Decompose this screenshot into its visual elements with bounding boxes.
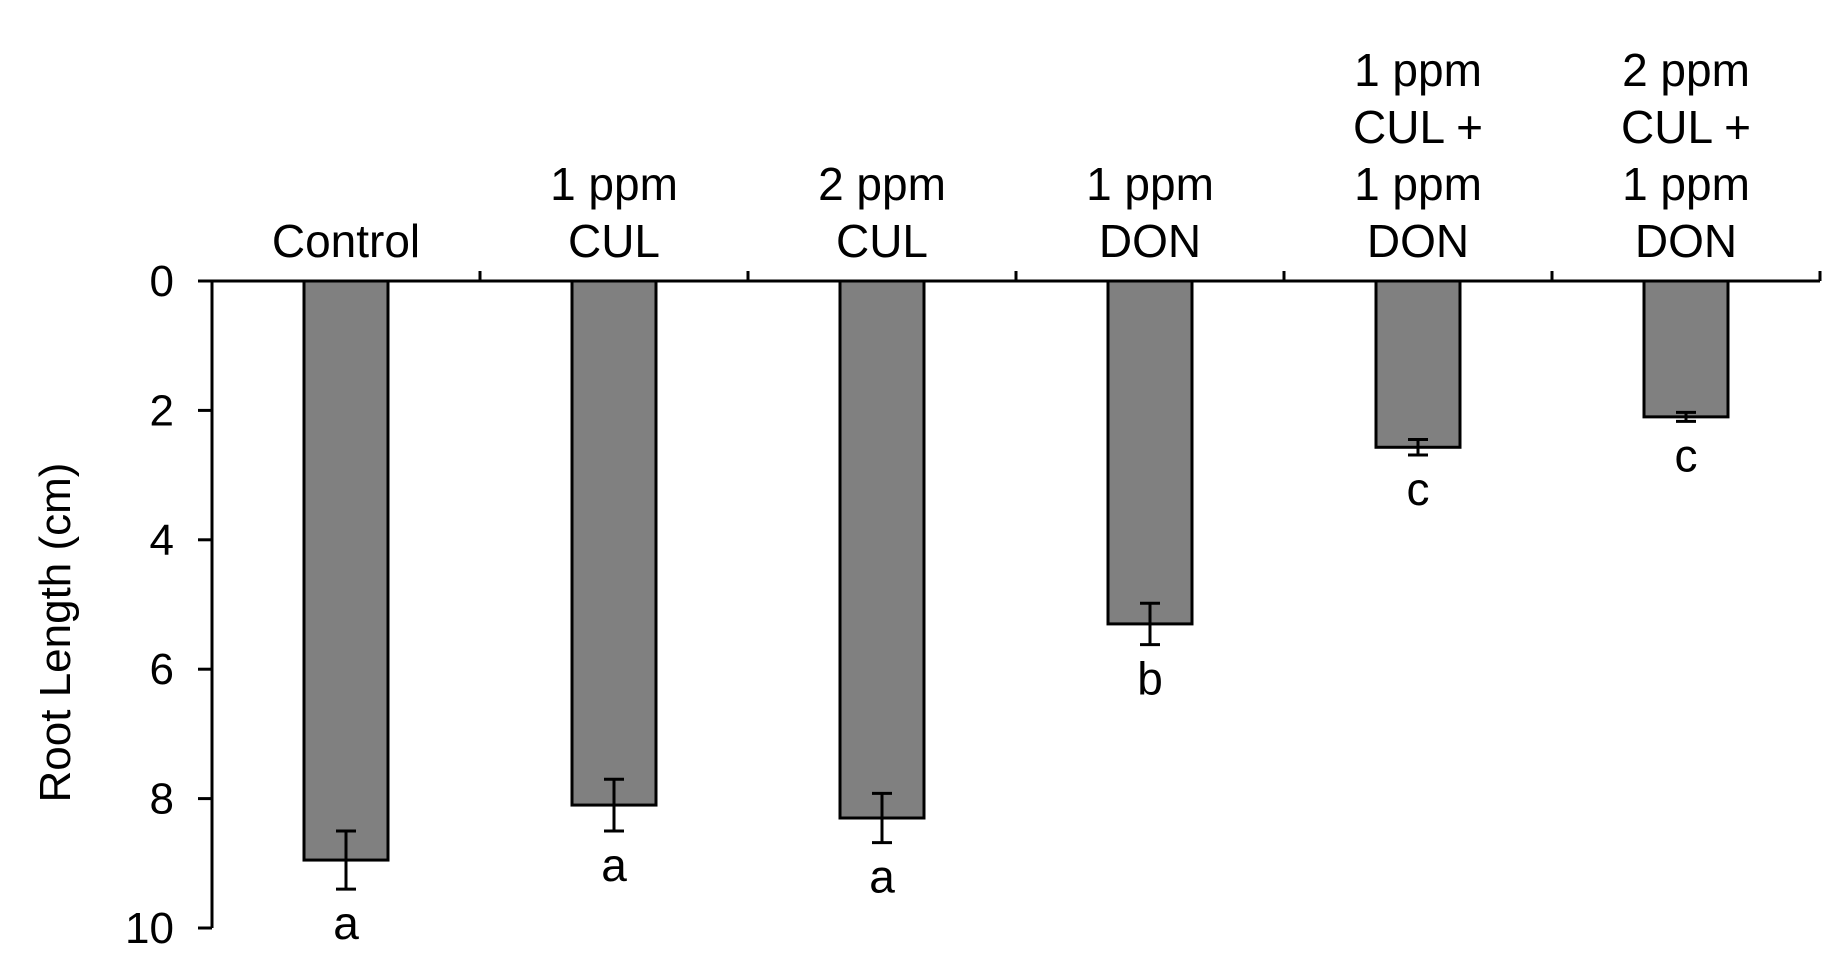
y-tick-label-3: 6 (150, 645, 174, 694)
significance-label-1: a (601, 839, 627, 891)
bar-0 (302, 279, 390, 862)
category-label-line: CUL + (1353, 101, 1483, 153)
bar-1 (570, 279, 658, 807)
category-label-line: CUL + (1621, 101, 1751, 153)
significance-label-5: c (1675, 429, 1698, 481)
y-tick-label-2: 4 (150, 516, 174, 565)
bar-2 (838, 279, 926, 820)
significance-label-3: b (1137, 653, 1163, 705)
axes (198, 271, 1822, 930)
y-tick-label-1: 2 (150, 386, 174, 435)
bar-5 (1642, 279, 1730, 419)
category-label-line: 1 ppm (1086, 158, 1214, 210)
category-label-line: DON (1635, 215, 1737, 267)
category-label-line: 2 ppm (1622, 44, 1750, 96)
significance-label-2: a (869, 851, 895, 903)
category-label-line: Control (272, 215, 420, 267)
y-tick-label-4: 8 (150, 775, 174, 824)
category-label-5: 2 ppm CUL +1 ppm DON (1621, 44, 1751, 267)
category-label-line: CUL (568, 215, 660, 267)
category-label-line: 1 ppm (1354, 158, 1482, 210)
category-label-line: 2 ppm (818, 158, 946, 210)
significance-label-0: a (333, 897, 359, 949)
bar-4 (1374, 279, 1462, 449)
category-label-line: DON (1099, 215, 1201, 267)
y-tick-label-5: 10 (125, 904, 174, 953)
bars (302, 279, 1730, 891)
bar-3 (1106, 279, 1194, 626)
category-label-line: 1 ppm (1354, 44, 1482, 96)
category-label-line: 1 ppm (1622, 158, 1750, 210)
category-label-3: 1 ppm DON (1086, 158, 1214, 267)
category-label-1: 1 ppm CUL (550, 158, 678, 267)
category-label-line: 1 ppm (550, 158, 678, 210)
y-tick-label-0: 0 (150, 257, 174, 306)
category-label-0: Control (272, 215, 420, 267)
category-label-4: 1 ppm CUL +1 ppm DON (1353, 44, 1483, 267)
category-label-line: DON (1367, 215, 1469, 267)
significance-label-4: c (1407, 463, 1430, 515)
category-label-line: CUL (836, 215, 928, 267)
category-label-2: 2 ppm CUL (818, 158, 946, 267)
y-axis-title: Root Length (cm) (31, 463, 80, 803)
